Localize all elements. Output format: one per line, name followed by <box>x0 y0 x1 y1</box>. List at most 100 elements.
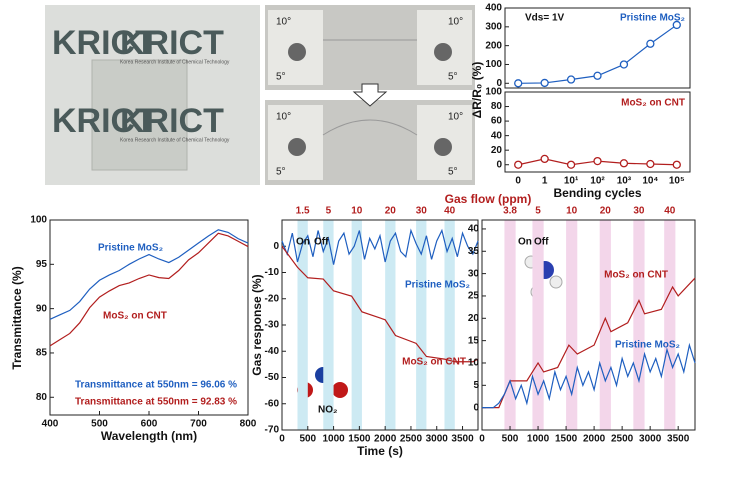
gas-pulse <box>385 220 396 430</box>
y-tick-label: 100 <box>485 87 502 98</box>
y-tick-label: 0 <box>473 402 479 413</box>
gas-flow-label: 20 <box>385 206 397 217</box>
annotation: On <box>296 237 310 248</box>
gas-flow-label: 40 <box>664 206 676 217</box>
marker <box>540 78 549 88</box>
marker <box>646 39 655 48</box>
photo-bending: 10° 10° 5° 5° 10° 10° 5° 5° <box>265 5 475 185</box>
y-tick-label: 60 <box>491 116 503 127</box>
x-tick-label: 1 <box>542 176 548 187</box>
angle-label: 10° <box>276 17 291 28</box>
x-tick-label: 800 <box>240 419 257 430</box>
gas-pulse <box>351 220 362 430</box>
y-tick-label: 400 <box>485 3 502 14</box>
y-tick-label: -10 <box>265 267 280 278</box>
logo: KRICT <box>120 24 224 62</box>
annotation: NO₂ <box>318 405 337 416</box>
x-tick-label: 10³ <box>617 176 632 187</box>
marker <box>619 159 629 168</box>
x-tick-label: 600 <box>141 419 158 430</box>
x-tick-label: 10¹ <box>564 176 579 187</box>
gas-flow-label: 10 <box>566 206 578 217</box>
top-axis-label: Gas flow (ppm) <box>445 192 532 206</box>
gas-flow-label: 5 <box>326 206 332 217</box>
x-tick-label: 1000 <box>322 434 345 445</box>
marker <box>540 154 549 164</box>
angle-label: 10° <box>448 112 463 123</box>
y-axis-label: ΔR/R₀ (%) <box>470 62 484 119</box>
gas-pulse <box>416 220 427 430</box>
y-tick-label: 40 <box>468 224 480 235</box>
gas-flow-label: 1.5 <box>296 206 310 217</box>
x-tick-label: 1000 <box>527 434 550 445</box>
y-tick-label: 300 <box>485 21 502 32</box>
x-tick-label: 500 <box>91 419 108 430</box>
annotation: Transmittance at 550nm = 96.06 % <box>75 380 237 391</box>
y-tick-label: -60 <box>265 398 280 409</box>
series-line <box>49 229 249 320</box>
gas-pulse <box>504 220 516 430</box>
marker <box>514 79 523 88</box>
logo-caption: Korea Research Institute of Chemical Tec… <box>120 59 230 65</box>
annotation: Vds= 1V <box>525 13 565 24</box>
gas-flow-label: 10 <box>351 206 363 217</box>
marker <box>646 159 655 169</box>
x-axis-label: Time (s) <box>357 444 403 458</box>
gas-pulse <box>532 220 544 430</box>
angle-label: 10° <box>276 112 291 123</box>
y-tick-label: 0 <box>496 78 502 89</box>
y-tick-label: -70 <box>265 425 280 436</box>
x-tick-label: 10² <box>590 176 605 187</box>
y-tick-label: 0 <box>273 241 279 252</box>
x-axis-label: Bending cycles <box>553 186 641 200</box>
x-tick-label: 2500 <box>611 434 634 445</box>
marker <box>672 20 681 30</box>
marker <box>593 156 602 166</box>
series-label: Pristine MoS₂ <box>615 340 680 351</box>
y-tick-label: -40 <box>265 346 280 357</box>
gas-flow-label: 30 <box>416 206 428 217</box>
y-tick-label: 20 <box>468 313 480 324</box>
x-tick-label: 3500 <box>451 434 474 445</box>
gas-pulse <box>633 220 645 430</box>
gas-pulse <box>599 220 611 430</box>
logo-caption: Korea Research Institute of Chemical Tec… <box>120 137 230 143</box>
y-tick-label: 40 <box>491 130 503 141</box>
y-tick-label: -50 <box>265 372 280 383</box>
angle-label: 5° <box>276 72 286 83</box>
y-tick-label: 20 <box>491 145 503 156</box>
series-label: MoS₂ on CNT <box>402 357 466 368</box>
x-tick-label: 3500 <box>667 434 690 445</box>
y-tick-label: 80 <box>491 101 503 112</box>
y-axis-label: Gas response (%) <box>250 274 264 375</box>
y-tick-label: 85 <box>36 348 48 359</box>
y-tick-label: 95 <box>36 259 48 270</box>
plot-frame <box>504 7 691 89</box>
angle-label: 10° <box>448 17 463 28</box>
angle-label: 5° <box>276 167 286 178</box>
x-tick-label: 0 <box>479 434 485 445</box>
gas-pulse <box>297 220 308 430</box>
y-tick-label: 35 <box>468 246 480 257</box>
marker <box>619 60 629 69</box>
marker <box>593 71 602 80</box>
x-tick-label: 3000 <box>426 434 449 445</box>
gas-pulse <box>323 220 334 430</box>
y-tick-label: 80 <box>36 392 48 403</box>
y-tick-label: 15 <box>468 335 480 346</box>
y-tick-label: 5 <box>473 380 479 391</box>
gas-flow-label: 20 <box>600 206 612 217</box>
series-line <box>482 342 696 409</box>
marker <box>672 160 681 169</box>
y-tick-label: 0 <box>496 159 502 170</box>
x-tick-label: 500 <box>299 434 316 445</box>
plot-frame <box>504 91 691 173</box>
gas-pulse <box>664 220 676 430</box>
y-tick-label: 30 <box>468 268 480 279</box>
series-label: MoS₂ on CNT <box>621 98 685 109</box>
annotation: On <box>518 237 532 248</box>
gas-flow-label: 40 <box>444 206 456 217</box>
series-label: Pristine MoS₂ <box>98 243 163 254</box>
y-tick-label: 100 <box>485 59 502 70</box>
marker <box>566 160 576 169</box>
